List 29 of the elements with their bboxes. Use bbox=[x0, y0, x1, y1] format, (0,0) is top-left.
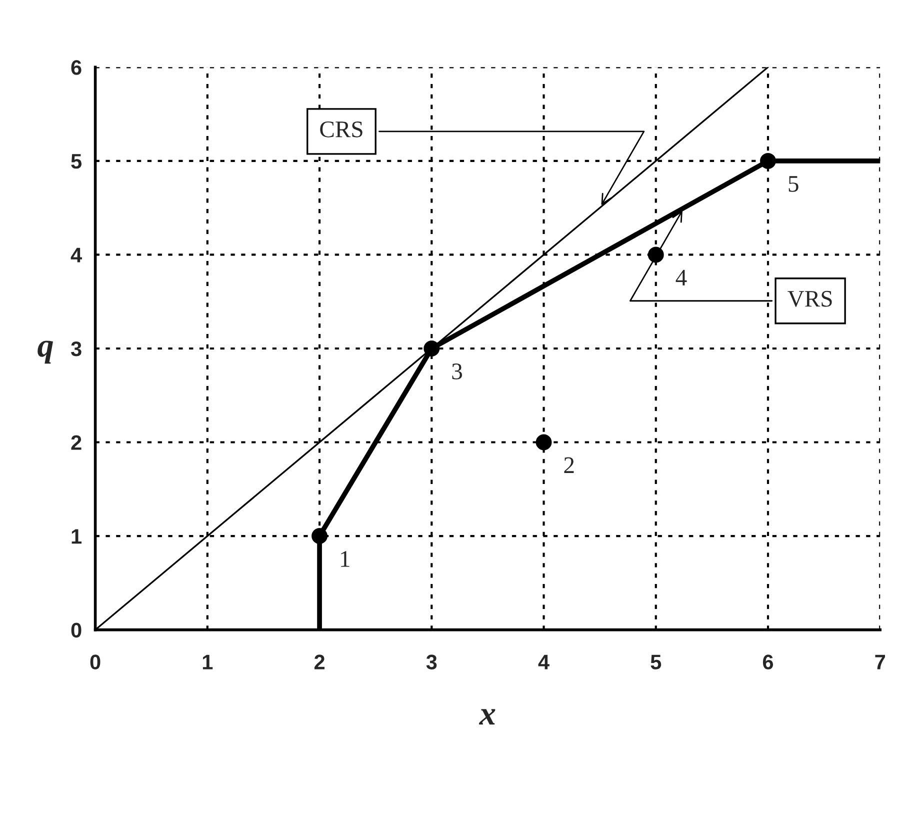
point bbox=[760, 152, 776, 169]
y-tick-label: 4 bbox=[70, 248, 82, 262]
annotation: CRS bbox=[320, 121, 362, 138]
annotation: 2 bbox=[564, 457, 574, 473]
y-tick-label: 1 bbox=[72, 529, 82, 544]
x-tick-label: 1 bbox=[202, 654, 213, 670]
x-axis-title: x bbox=[478, 709, 496, 724]
y-tick-label: 2 bbox=[71, 435, 82, 450]
point bbox=[424, 340, 440, 356]
annotation: 1 bbox=[341, 551, 350, 567]
x-tick-label: 6 bbox=[762, 654, 774, 670]
x-tick-label: 4 bbox=[538, 654, 550, 670]
x-tick-label: 2 bbox=[314, 654, 324, 670]
x-tick-label: 7 bbox=[875, 654, 885, 670]
y-tick-label: 6 bbox=[71, 60, 82, 75]
y-tick-label: 0 bbox=[71, 622, 82, 638]
y-axis-title: q bbox=[38, 340, 54, 364]
x-tick-label: 5 bbox=[650, 654, 662, 670]
x-tick-label: 3 bbox=[426, 654, 437, 670]
annotation: 3 bbox=[452, 364, 462, 380]
annotation: VRS bbox=[788, 290, 832, 307]
annotation: 5 bbox=[788, 176, 798, 192]
y-tick-label: 3 bbox=[70, 341, 82, 356]
point bbox=[312, 528, 328, 544]
point bbox=[536, 434, 552, 450]
y-tick-label: 5 bbox=[71, 154, 82, 169]
point bbox=[648, 246, 664, 263]
annotation: 4 bbox=[676, 270, 687, 286]
x-tick-label: 0 bbox=[90, 654, 100, 670]
